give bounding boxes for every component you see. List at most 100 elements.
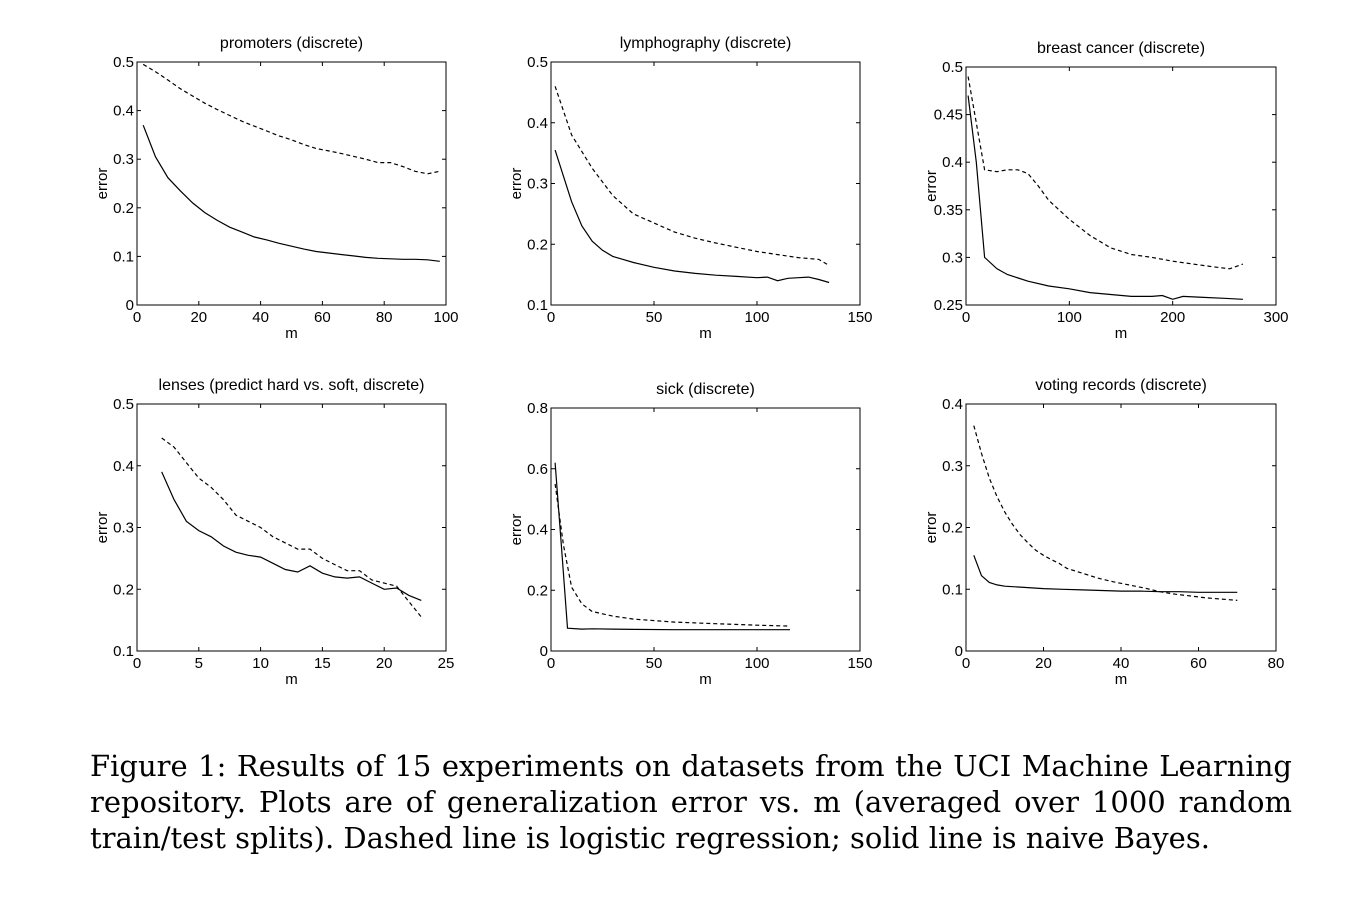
y-tick-label: 0 <box>955 643 963 660</box>
x-tick-label: 80 <box>1268 655 1285 672</box>
x-tick-label: 10 <box>252 655 269 672</box>
y-tick-label: 0.4 <box>942 154 963 171</box>
x-axis-label: m <box>285 671 298 688</box>
plot-frame <box>136 61 447 306</box>
y-tick-label: 0.3 <box>942 249 963 266</box>
plot-title: sick (discrete) <box>656 381 755 398</box>
y-tick-label: 0.2 <box>527 236 548 253</box>
x-tick-label: 25 <box>438 655 455 672</box>
plot-title: voting records (discrete) <box>1035 377 1207 394</box>
x-tick-label: 0 <box>962 309 970 326</box>
y-axis-label: error <box>94 168 111 200</box>
x-tick-label: 50 <box>646 655 663 672</box>
dashed-series-line <box>967 76 1244 270</box>
y-tick-label: 0 <box>126 297 134 314</box>
x-tick-label: 0 <box>547 309 555 326</box>
x-tick-label: 40 <box>252 309 269 326</box>
figure: promoters (discrete)0 20 40 60 80 10000.10.20… <box>94 35 1289 688</box>
subplot-4: lenses (predict hard vs. soft, discrete)… <box>94 377 454 688</box>
plot-frame <box>550 407 861 652</box>
y-tick-label: 0.3 <box>113 151 134 168</box>
x-tick-label: 60 <box>314 309 331 326</box>
plot-title: lenses (predict hard vs. soft, discrete) <box>159 377 425 394</box>
y-tick-label: 0.2 <box>942 520 963 537</box>
x-tick-label: 60 <box>1190 655 1207 672</box>
x-tick-label: 50 <box>646 309 663 326</box>
x-axis-label: m <box>1115 325 1128 342</box>
solid-series-line <box>967 95 1243 300</box>
y-axis-label: error <box>94 512 111 544</box>
y-tick-label: 0.3 <box>527 176 548 193</box>
y-tick-label: 0.5 <box>942 59 963 76</box>
y-tick-label: 0 <box>540 643 548 660</box>
y-tick-label: 0.4 <box>113 103 134 120</box>
x-tick-label: 300 <box>1263 309 1288 326</box>
plot-title: promoters (discrete) <box>220 35 363 52</box>
dashed-series-line <box>161 437 422 618</box>
solid-series-line <box>142 124 440 262</box>
x-tick-label: 150 <box>847 309 872 326</box>
x-tick-label: 20 <box>1035 655 1052 672</box>
subplot-6: voting records (discrete) 0 20 40 60 80 0 0.1 0.… <box>923 377 1284 688</box>
plot-frame <box>965 66 1277 306</box>
dashed-series-line <box>554 86 830 267</box>
y-tick-label: 0.2 <box>113 581 134 598</box>
x-axis-label: m <box>699 671 712 688</box>
y-tick-label: 0.4 <box>113 458 134 475</box>
y-tick-label: 0.4 <box>527 115 548 132</box>
solid-series-line <box>554 149 830 284</box>
y-tick-label: 0.1 <box>113 248 134 265</box>
y-tick-label: 0.5 <box>527 54 548 71</box>
solid-series-line <box>161 471 422 601</box>
plot-title: lymphography (discrete) <box>620 35 792 52</box>
y-tick-label: 0.8 <box>527 400 548 417</box>
x-tick-label: 150 <box>847 655 872 672</box>
y-tick-label: 0.3 <box>113 520 134 537</box>
plot-frame <box>550 61 861 306</box>
x-tick-label: 0 <box>133 655 141 672</box>
y-tick-label: 0.1 <box>527 297 548 314</box>
x-axis-label: m <box>699 325 712 342</box>
x-tick-label: 80 <box>376 309 393 326</box>
plot-frame <box>136 403 447 652</box>
solid-series-line <box>973 555 1238 593</box>
subplot-3: breast cancer (discrete) 0 100 200 300 0.25 0.… <box>923 40 1289 342</box>
x-tick-label: 40 <box>1113 655 1130 672</box>
y-tick-label: 0.6 <box>527 461 548 478</box>
dashed-series-line <box>142 63 440 175</box>
x-tick-label: 100 <box>433 309 458 326</box>
dashed-series-line <box>554 483 791 627</box>
y-tick-label: 0.2 <box>113 200 134 217</box>
x-tick-label: 200 <box>1160 309 1185 326</box>
x-axis-label: m <box>1115 671 1128 688</box>
x-tick-label: 100 <box>744 309 769 326</box>
y-tick-label: 0.35 <box>934 202 963 219</box>
y-tick-label: 0.4 <box>527 522 548 539</box>
y-tick-label: 0.1 <box>113 643 134 660</box>
x-tick-label: 5 <box>195 655 203 672</box>
subplot-2: lymphography (discrete) 0 50 100 150 0.1 0.2 0.… <box>508 35 873 342</box>
y-axis-label: error <box>508 514 525 546</box>
subplot-5: sick (discrete) 0 50 100 150 0 0.2 0.4 0.6 0.8 m er… <box>508 381 873 688</box>
solid-series-line <box>554 462 790 631</box>
y-tick-label: 0.45 <box>934 107 963 124</box>
x-tick-label: 100 <box>1057 309 1082 326</box>
x-tick-label: 100 <box>744 655 769 672</box>
x-tick-label: 0 <box>133 309 141 326</box>
y-axis-label: error <box>923 512 940 544</box>
x-axis-label: m <box>285 325 298 342</box>
x-tick-label: 0 <box>962 655 970 672</box>
y-tick-label: 0.5 <box>113 396 134 413</box>
plot-frame <box>965 403 1277 652</box>
y-tick-label: 0.4 <box>942 396 963 413</box>
y-axis-label: error <box>923 170 940 202</box>
x-tick-label: 20 <box>190 309 207 326</box>
x-tick-label: 0 <box>547 655 555 672</box>
y-tick-label: 0.25 <box>934 297 963 314</box>
y-tick-label: 0.5 <box>113 54 134 71</box>
y-tick-label: 0.1 <box>942 581 963 598</box>
subplot-1: promoters (discrete) 0 20 40 60 80 100 0 0.1 0.2 0… <box>94 35 459 342</box>
dashed-series-line <box>973 425 1238 601</box>
y-tick-label: 0.2 <box>527 582 548 599</box>
x-tick-label: 15 <box>314 655 331 672</box>
